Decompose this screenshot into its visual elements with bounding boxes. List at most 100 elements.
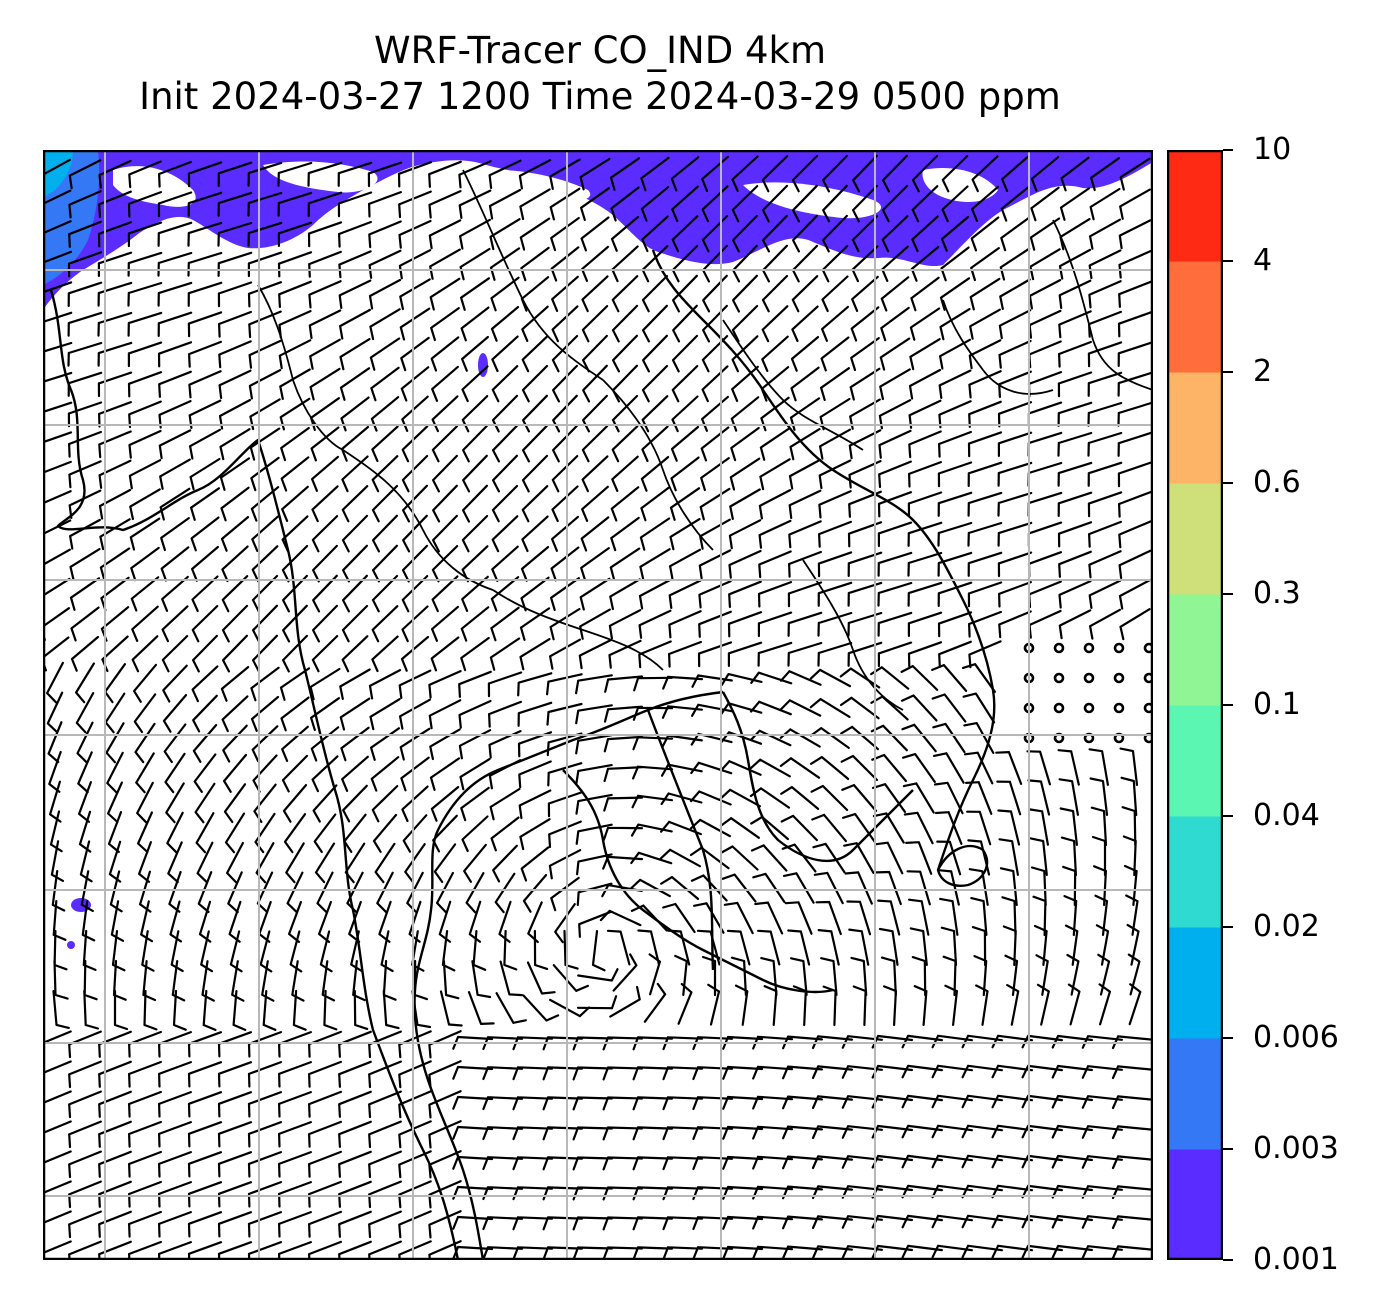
wind-barb xyxy=(702,304,728,343)
wind-barb xyxy=(70,606,100,642)
wind-barb xyxy=(1090,157,1120,191)
wind-barb xyxy=(512,1216,554,1231)
wind-barb xyxy=(286,871,304,914)
colorbar-band xyxy=(1167,1149,1223,1260)
wind-barb xyxy=(1060,836,1077,877)
wind-barb xyxy=(127,221,163,248)
wind-barb xyxy=(757,929,781,966)
wind-barb xyxy=(907,581,943,607)
wind-barb xyxy=(277,191,313,217)
wind-barb xyxy=(643,982,667,1023)
colorbar-tick-label: 0.006 xyxy=(1253,1020,1339,1055)
wind-barb xyxy=(792,214,818,253)
wind-barb xyxy=(460,606,490,642)
wind-barb xyxy=(192,634,218,673)
wind-barb xyxy=(730,426,760,462)
wind-barb xyxy=(932,722,966,754)
wind-barb xyxy=(221,695,249,733)
wind-barb xyxy=(911,956,927,997)
wind-barb xyxy=(311,515,339,553)
wind-barb xyxy=(463,843,487,883)
wind-barb xyxy=(430,307,460,342)
wind-barb xyxy=(247,191,283,217)
wind-barb xyxy=(218,310,252,338)
wind-barb xyxy=(906,870,931,906)
wind-barb xyxy=(439,990,463,1027)
wind-barb xyxy=(191,605,219,643)
wind-barb xyxy=(282,604,308,643)
wind-barb xyxy=(820,336,850,372)
wind-barb xyxy=(158,429,192,460)
wind-barb xyxy=(374,842,396,884)
wind-barb xyxy=(192,694,218,733)
wind-barb xyxy=(779,757,821,779)
wind-barb xyxy=(137,811,153,854)
wind-barb xyxy=(761,184,789,223)
wind-barb xyxy=(999,867,1018,906)
wind-barb xyxy=(307,191,343,217)
wind-barb xyxy=(662,902,696,934)
wind-barb xyxy=(494,872,516,914)
wind-barb xyxy=(278,1061,312,1088)
wind-barb xyxy=(461,514,489,553)
wind-barb xyxy=(81,900,96,942)
wind-barb xyxy=(308,309,342,340)
wind-barb xyxy=(968,339,1002,370)
wind-barb xyxy=(490,606,520,642)
wind-barb xyxy=(368,1120,402,1149)
wind-barb xyxy=(728,549,762,579)
wind-barb xyxy=(1088,249,1122,280)
wind-barb xyxy=(338,220,372,248)
wind-barb xyxy=(846,900,872,936)
wind-barb xyxy=(159,487,191,521)
wind-barb xyxy=(221,604,249,643)
wind-barb xyxy=(159,458,191,490)
wind-barb xyxy=(52,990,70,1029)
wind-barb xyxy=(761,335,789,372)
wind-barb xyxy=(250,666,280,702)
wind-barb xyxy=(727,611,763,638)
wind-barb xyxy=(1111,1095,1153,1110)
wind-barb xyxy=(429,248,461,280)
wind-barb xyxy=(521,485,549,523)
wind-barb xyxy=(877,899,901,936)
wind-barb xyxy=(428,1120,462,1149)
wind-barb xyxy=(967,839,991,876)
wind-barb xyxy=(194,782,216,824)
wind-barb xyxy=(398,1120,432,1149)
wind-barb xyxy=(821,275,849,313)
wind-barb xyxy=(131,605,159,642)
wind-barb xyxy=(602,1156,644,1171)
wind-barb xyxy=(104,663,126,704)
wind-barb xyxy=(253,783,277,823)
wind-barb xyxy=(68,1090,102,1119)
wind-barb xyxy=(250,456,280,492)
wind-barb xyxy=(779,670,822,686)
colorbar-tick xyxy=(1223,371,1233,373)
map-canvas xyxy=(43,150,1153,1260)
wind-barb xyxy=(851,275,879,312)
wind-barb xyxy=(399,278,431,311)
wind-barb xyxy=(790,957,808,996)
wind-barb xyxy=(75,662,95,704)
wind-barb xyxy=(821,305,849,342)
wind-barb xyxy=(163,723,187,764)
wind-barb xyxy=(157,281,193,307)
wind-barb xyxy=(517,701,553,727)
wind-barb xyxy=(371,484,399,523)
wind-barb xyxy=(1058,580,1092,609)
wind-barb xyxy=(521,364,549,403)
wind-barb xyxy=(278,1091,312,1118)
wind-barb xyxy=(879,368,911,401)
wind-barb xyxy=(157,341,193,368)
wind-barb xyxy=(491,515,519,553)
wind-barb xyxy=(291,960,305,1002)
wind-barb xyxy=(308,1150,342,1178)
wind-barb xyxy=(572,1066,614,1081)
calm-circle xyxy=(1113,642,1125,654)
wind-barb xyxy=(1095,924,1110,966)
colorbar-tick-label: 2 xyxy=(1253,354,1273,389)
wind-barb xyxy=(285,842,305,884)
wind-barb xyxy=(968,370,1002,399)
wind-barb xyxy=(224,812,246,854)
